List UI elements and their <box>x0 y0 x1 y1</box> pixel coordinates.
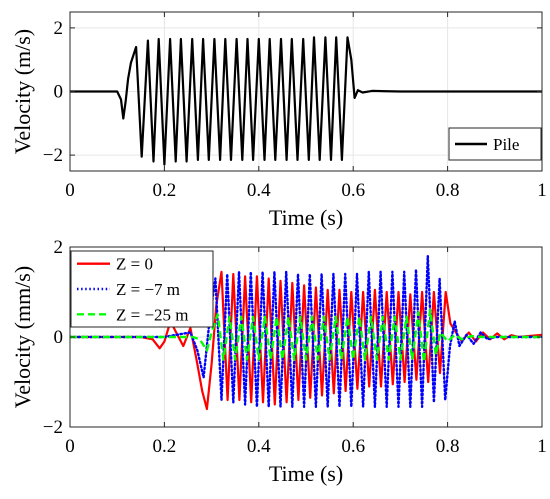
x-tick-label: 1 <box>537 180 547 201</box>
x-tick-label: 1 <box>537 436 547 457</box>
x-tick-label: 0.4 <box>247 436 271 457</box>
y-axis-title: Velocity (mm/s) <box>10 266 35 408</box>
y-axis-title: Velocity (m/s) <box>10 29 35 154</box>
y-tick-label: −2 <box>43 145 63 166</box>
legend: Pile <box>448 127 542 161</box>
legend-label: Pile <box>493 135 519 154</box>
y-tick-label: −2 <box>43 417 63 438</box>
x-axis-title: Time (s) <box>269 205 343 230</box>
legend: Z = 0 Z = −7 m Z = −25 m <box>70 250 214 328</box>
x-tick-label: 0 <box>65 436 75 457</box>
x-tick-label: 0.2 <box>153 180 177 201</box>
x-tick-label: 0.2 <box>153 436 177 457</box>
y-tick-label: 0 <box>54 327 64 348</box>
x-tick-label: 0.8 <box>436 180 460 201</box>
y-tick-label: 0 <box>54 82 64 103</box>
series-line-1 <box>70 270 542 411</box>
x-tick-label: 0.6 <box>341 436 365 457</box>
y-tick-label: 2 <box>54 237 64 258</box>
x-tick-label: 0.8 <box>436 436 460 457</box>
x-tick-label: 0.4 <box>247 180 271 201</box>
legend-label: Z = −7 m <box>116 280 180 299</box>
legend-label: Z = 0 <box>116 255 153 274</box>
legend-label: Z = −25 m <box>116 305 189 324</box>
y-tick-label: 2 <box>54 18 64 39</box>
x-tick-label: 0.6 <box>341 180 365 201</box>
series-line-2 <box>70 254 542 408</box>
series-line-1 <box>70 36 542 166</box>
x-tick-label: 0 <box>65 180 75 201</box>
series-line-3 <box>70 308 542 363</box>
x-axis-title: Time (s) <box>269 461 343 486</box>
